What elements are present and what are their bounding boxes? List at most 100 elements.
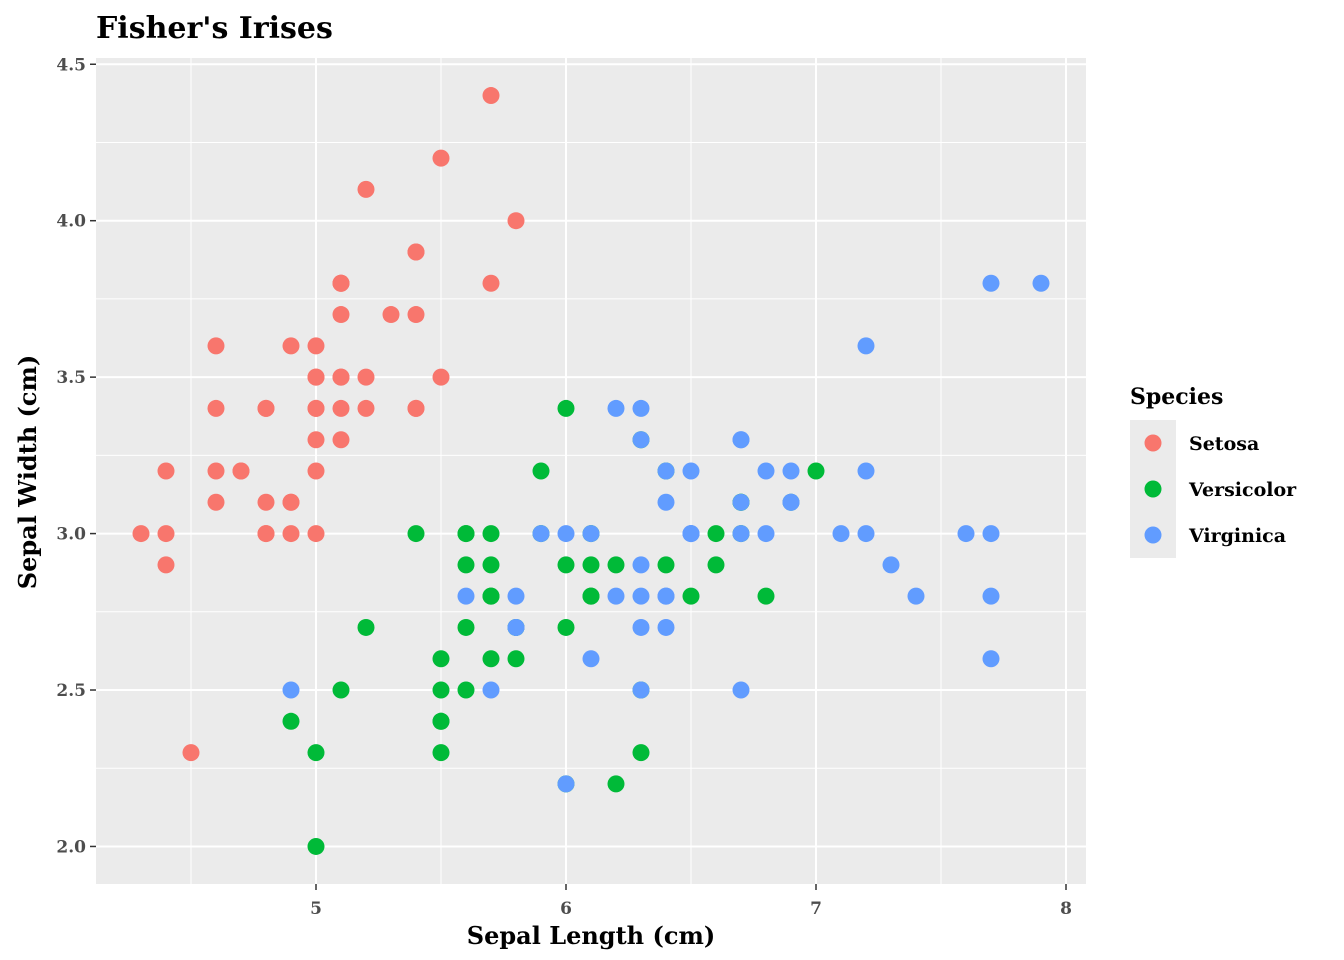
point-setosa — [507, 212, 525, 230]
point-virginica — [982, 650, 1000, 668]
legend-label-virginica: Virginica — [1188, 525, 1286, 547]
point-setosa — [357, 180, 375, 198]
point-setosa — [257, 399, 275, 417]
point-virginica — [982, 587, 1000, 605]
y-tick-label: 3.0 — [56, 525, 86, 545]
legend: Species Setosa Versicolor Virginica — [1130, 384, 1297, 558]
point-versicolor — [332, 681, 350, 699]
point-setosa — [307, 431, 325, 449]
x-tick-label: 8 — [1060, 899, 1072, 919]
point-virginica — [582, 650, 600, 668]
point-virginica — [757, 462, 775, 480]
chart-title: Fisher's Irises — [96, 11, 333, 46]
point-virginica — [857, 525, 875, 543]
point-virginica — [957, 525, 975, 543]
point-versicolor — [432, 650, 450, 668]
point-versicolor — [582, 556, 600, 574]
legend-title: Species — [1130, 384, 1223, 410]
point-setosa — [307, 399, 325, 417]
point-setosa — [257, 493, 275, 511]
point-virginica — [632, 399, 650, 417]
point-virginica — [657, 462, 675, 480]
point-virginica — [982, 525, 1000, 543]
point-setosa — [332, 431, 350, 449]
legend-key-versicolor — [1144, 480, 1162, 498]
point-setosa — [482, 87, 500, 105]
point-setosa — [182, 744, 200, 762]
point-virginica — [732, 681, 750, 699]
point-versicolor — [807, 462, 825, 480]
point-setosa — [307, 525, 325, 543]
point-versicolor — [282, 712, 300, 730]
point-setosa — [407, 243, 425, 261]
point-virginica — [732, 493, 750, 511]
point-setosa — [282, 525, 300, 543]
point-virginica — [632, 587, 650, 605]
point-virginica — [982, 274, 1000, 292]
point-versicolor — [307, 744, 325, 762]
point-virginica — [282, 681, 300, 699]
point-setosa — [232, 462, 250, 480]
point-versicolor — [557, 556, 575, 574]
point-versicolor — [507, 650, 525, 668]
y-tick-label: 4.5 — [56, 55, 86, 75]
legend-label-setosa: Setosa — [1189, 433, 1259, 455]
point-versicolor — [432, 681, 450, 699]
point-versicolor — [682, 587, 700, 605]
point-versicolor — [307, 837, 325, 855]
point-versicolor — [707, 556, 725, 574]
point-virginica — [657, 493, 675, 511]
point-versicolor — [757, 587, 775, 605]
point-setosa — [357, 399, 375, 417]
y-axis: 2.0 2.5 3.0 3.5 4.0 4.5 — [56, 55, 96, 857]
point-virginica — [482, 681, 500, 699]
x-tick-label: 6 — [560, 899, 572, 919]
point-versicolor — [457, 525, 475, 543]
point-versicolor — [557, 399, 575, 417]
point-virginica — [882, 556, 900, 574]
point-setosa — [257, 525, 275, 543]
point-setosa — [132, 525, 150, 543]
point-virginica — [532, 525, 550, 543]
point-virginica — [607, 587, 625, 605]
point-virginica — [782, 493, 800, 511]
point-virginica — [682, 462, 700, 480]
point-versicolor — [657, 556, 675, 574]
point-virginica — [657, 587, 675, 605]
point-setosa — [157, 525, 175, 543]
point-versicolor — [432, 712, 450, 730]
point-setosa — [332, 368, 350, 386]
point-versicolor — [482, 556, 500, 574]
point-setosa — [207, 399, 225, 417]
point-setosa — [332, 274, 350, 292]
point-versicolor — [557, 618, 575, 636]
point-virginica — [557, 775, 575, 793]
point-versicolor — [632, 744, 650, 762]
y-axis-title: Sepal Width (cm) — [13, 355, 42, 589]
point-setosa — [357, 368, 375, 386]
point-virginica — [632, 431, 650, 449]
point-versicolor — [482, 650, 500, 668]
point-virginica — [1032, 274, 1050, 292]
point-virginica — [582, 525, 600, 543]
point-virginica — [557, 525, 575, 543]
legend-key-setosa — [1144, 434, 1162, 452]
point-virginica — [507, 618, 525, 636]
point-setosa — [307, 462, 325, 480]
point-setosa — [207, 337, 225, 355]
plot-panel — [96, 58, 1086, 884]
point-virginica — [857, 337, 875, 355]
point-virginica — [632, 556, 650, 574]
point-virginica — [632, 618, 650, 636]
point-setosa — [157, 556, 175, 574]
point-versicolor — [707, 525, 725, 543]
point-virginica — [682, 525, 700, 543]
point-virginica — [857, 462, 875, 480]
point-versicolor — [582, 587, 600, 605]
x-axis-title: Sepal Length (cm) — [467, 921, 715, 950]
point-versicolor — [457, 681, 475, 699]
point-setosa — [307, 368, 325, 386]
point-setosa — [332, 306, 350, 324]
point-setosa — [432, 149, 450, 167]
